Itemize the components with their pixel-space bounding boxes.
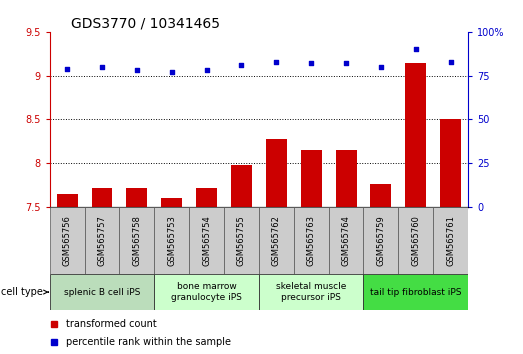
Text: GSM565755: GSM565755 xyxy=(237,215,246,266)
Bar xyxy=(399,207,433,274)
Bar xyxy=(50,274,154,310)
Bar xyxy=(154,207,189,274)
Point xyxy=(307,61,315,66)
Bar xyxy=(405,63,426,354)
Point xyxy=(272,59,280,64)
Bar xyxy=(294,207,328,274)
Text: splenic B cell iPS: splenic B cell iPS xyxy=(64,287,140,297)
Point xyxy=(202,68,211,73)
Bar xyxy=(259,274,363,310)
Point xyxy=(63,66,71,72)
Point xyxy=(133,68,141,73)
Bar xyxy=(92,188,112,354)
Bar xyxy=(301,150,322,354)
Text: GDS3770 / 10341465: GDS3770 / 10341465 xyxy=(71,17,220,31)
Text: bone marrow
granulocyte iPS: bone marrow granulocyte iPS xyxy=(171,282,242,302)
Text: skeletal muscle
precursor iPS: skeletal muscle precursor iPS xyxy=(276,282,346,302)
Text: GSM565757: GSM565757 xyxy=(97,215,107,266)
Bar xyxy=(231,165,252,354)
Point xyxy=(237,62,246,68)
Text: GSM565760: GSM565760 xyxy=(411,215,420,266)
Bar xyxy=(266,139,287,354)
Bar xyxy=(154,274,259,310)
Bar xyxy=(161,198,182,354)
Point xyxy=(412,47,420,52)
Text: tail tip fibroblast iPS: tail tip fibroblast iPS xyxy=(370,287,461,297)
Text: GSM565759: GSM565759 xyxy=(377,215,385,266)
Text: GSM565753: GSM565753 xyxy=(167,215,176,266)
Text: GSM565764: GSM565764 xyxy=(342,215,350,266)
Text: GSM565761: GSM565761 xyxy=(446,215,455,266)
Text: GSM565756: GSM565756 xyxy=(63,215,72,266)
Bar xyxy=(433,207,468,274)
Bar xyxy=(50,207,85,274)
Point xyxy=(98,64,106,70)
Text: GSM565763: GSM565763 xyxy=(306,215,316,266)
Bar xyxy=(370,184,391,354)
Point xyxy=(447,59,455,64)
Text: GSM565758: GSM565758 xyxy=(132,215,141,266)
Text: transformed count: transformed count xyxy=(66,319,157,329)
Bar xyxy=(328,207,363,274)
Bar xyxy=(363,207,399,274)
Point xyxy=(342,61,350,66)
Bar xyxy=(440,119,461,354)
Bar xyxy=(85,207,119,274)
Point xyxy=(167,69,176,75)
Bar xyxy=(56,194,77,354)
Point xyxy=(377,64,385,70)
Text: percentile rank within the sample: percentile rank within the sample xyxy=(66,337,231,347)
Bar xyxy=(196,188,217,354)
Bar xyxy=(119,207,154,274)
Text: GSM565762: GSM565762 xyxy=(272,215,281,266)
Text: cell type: cell type xyxy=(1,287,49,297)
Bar xyxy=(127,188,147,354)
Bar xyxy=(259,207,294,274)
Text: GSM565754: GSM565754 xyxy=(202,215,211,266)
Bar xyxy=(189,207,224,274)
Bar xyxy=(336,150,357,354)
Bar xyxy=(224,207,259,274)
Bar xyxy=(363,274,468,310)
